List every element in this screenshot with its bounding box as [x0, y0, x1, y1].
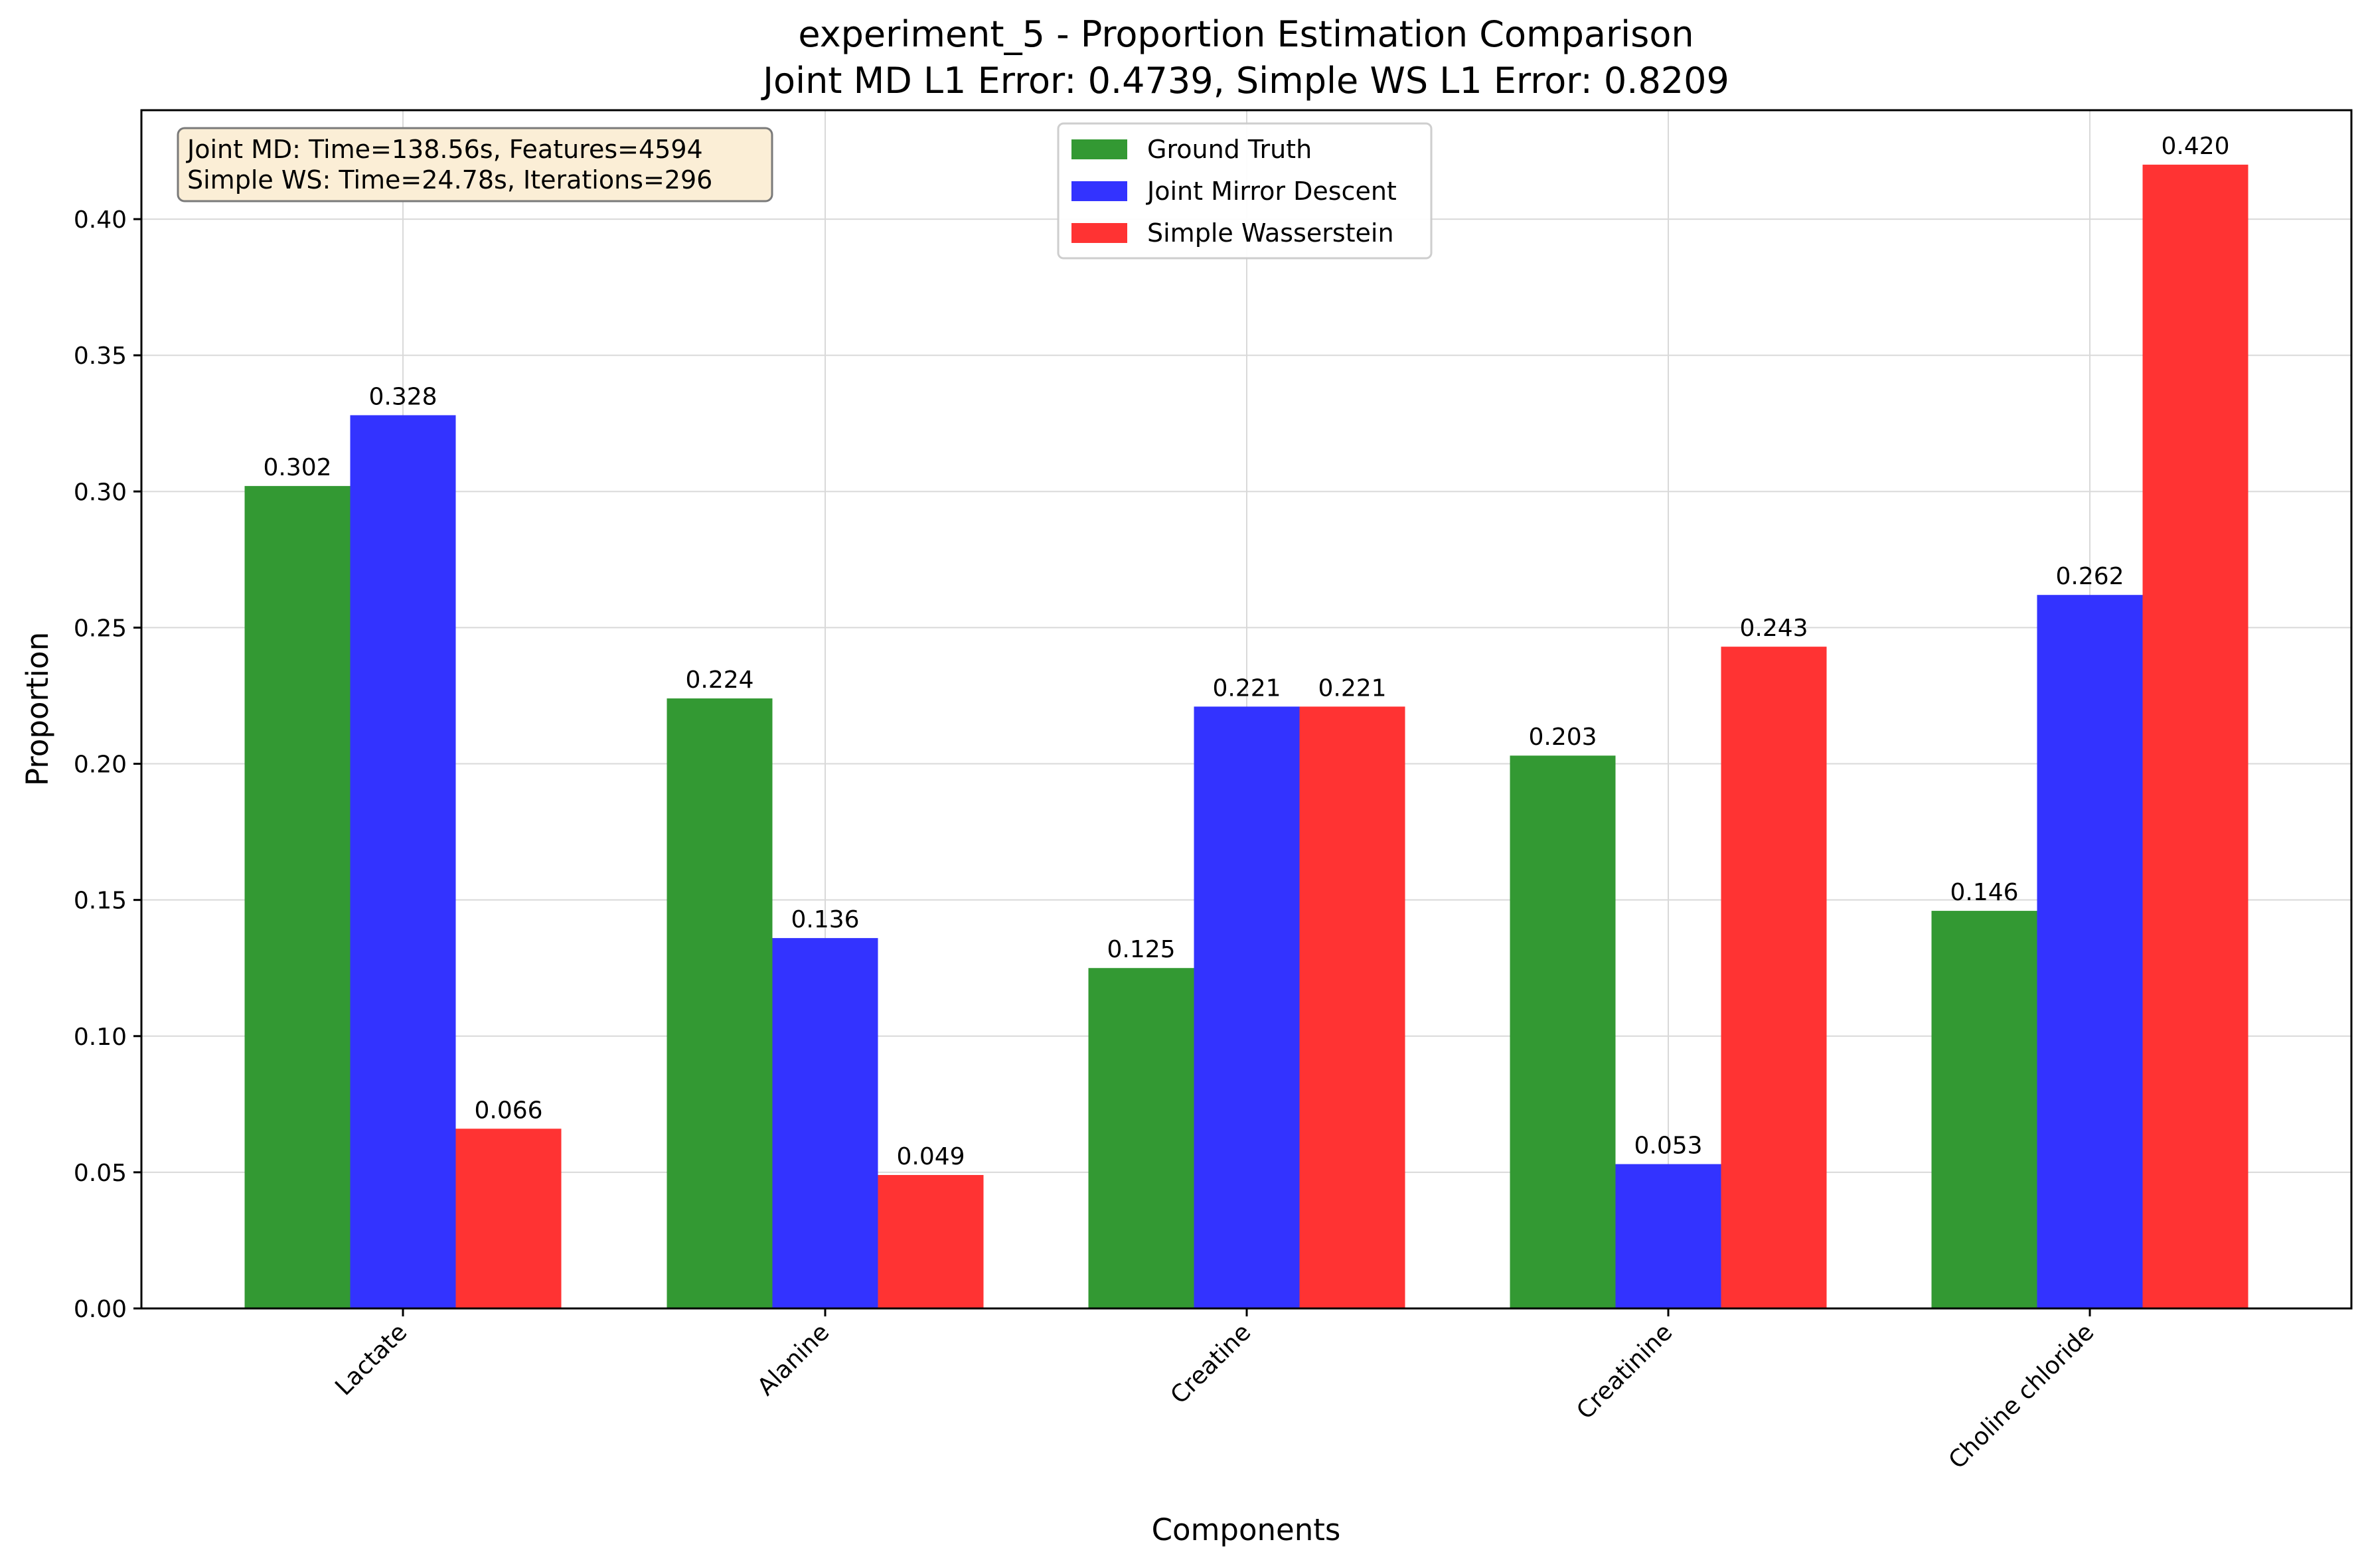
- bar-value-label: 0.224: [685, 666, 753, 694]
- bar-value-label: 0.262: [2055, 563, 2124, 590]
- bar-value-labels: 0.302 0.224 0.125 0.203 0.146 0.328 0.136 0.221…: [263, 133, 2229, 1170]
- y-tick-label: 0.00: [74, 1296, 127, 1323]
- annotation-line-2: Simple WS: Time=24.78s, Iterations=296: [187, 165, 712, 195]
- chart-subtitle: Joint MD L1 Error: 0.4739, Simple WS L1 …: [761, 60, 1729, 102]
- y-tick-label: 0.05: [74, 1160, 127, 1187]
- x-tick-label: Alanine: [752, 1318, 834, 1401]
- legend-label: Ground Truth: [1147, 135, 1312, 164]
- y-axis-ticks: 0.00 0.05 0.10 0.15 0.20 0.25 0.30 0.35 0.40: [74, 206, 141, 1323]
- bar: [1615, 1164, 1721, 1308]
- x-tick-label: Creatinine: [1571, 1318, 1678, 1425]
- y-axis-label: Proportion: [20, 632, 55, 786]
- y-tick-label: 0.40: [74, 206, 127, 234]
- annotation-line-1: Joint MD: Time=138.56s, Features=4594: [186, 135, 703, 164]
- legend-label: Simple Wasserstein: [1147, 218, 1394, 248]
- bar: [455, 1129, 562, 1308]
- annotation-box: Joint MD: Time=138.56s, Features=4594 Si…: [177, 127, 773, 202]
- y-tick-label: 0.35: [74, 343, 127, 370]
- bar: [1510, 755, 1616, 1308]
- bar: [1194, 706, 1300, 1308]
- bar-value-label: 0.049: [896, 1143, 965, 1170]
- y-tick-label: 0.30: [74, 479, 127, 506]
- bar-value-label: 0.146: [1950, 879, 2018, 906]
- bar: [878, 1174, 984, 1308]
- x-tick-label: Choline chloride: [1944, 1318, 2100, 1474]
- bar-value-label: 0.125: [1107, 936, 1175, 963]
- bar: [2037, 595, 2143, 1308]
- bar-value-label: 0.221: [1318, 674, 1386, 702]
- y-tick-label: 0.20: [74, 751, 127, 779]
- bar: [1931, 911, 2037, 1308]
- y-tick-label: 0.25: [74, 615, 127, 642]
- bar: [667, 698, 773, 1308]
- x-tick-label: Lactate: [330, 1318, 412, 1401]
- bar-value-label: 0.053: [1634, 1133, 1702, 1160]
- bar: [350, 415, 456, 1308]
- y-tick-label: 0.10: [74, 1024, 127, 1051]
- bar: [2142, 165, 2248, 1309]
- x-tick-label: Creatine: [1166, 1318, 1257, 1409]
- bar-value-label: 0.136: [791, 906, 859, 933]
- legend: Ground Truth Joint Mirror Descent Simple W…: [1057, 122, 1433, 260]
- bar-value-label: 0.420: [2161, 133, 2229, 160]
- bar: [1299, 706, 1405, 1308]
- legend-swatch: [1071, 181, 1127, 201]
- bars: [244, 165, 2248, 1309]
- legend-swatch: [1071, 223, 1127, 243]
- bar: [1721, 647, 1827, 1308]
- x-axis-ticks: Lactate Alanine Creatine Creatinine Choline …: [330, 1308, 2099, 1474]
- x-axis-label: Components: [1152, 1512, 1341, 1547]
- bar-value-label: 0.203: [1528, 724, 1597, 751]
- bar-value-label: 0.243: [1739, 615, 1808, 642]
- chart-title: experiment_5 - Proportion Estimation Com…: [798, 13, 1694, 55]
- bar-value-label: 0.221: [1212, 674, 1281, 702]
- bar: [772, 938, 878, 1308]
- y-tick-label: 0.15: [74, 888, 127, 915]
- legend-swatch: [1071, 139, 1127, 159]
- bar-value-label: 0.328: [368, 383, 437, 410]
- bar: [244, 486, 351, 1308]
- bar-value-label: 0.066: [474, 1097, 542, 1124]
- legend-label: Joint Mirror Descent: [1146, 177, 1397, 206]
- bar-value-label: 0.302: [263, 454, 331, 481]
- bar: [1088, 968, 1194, 1308]
